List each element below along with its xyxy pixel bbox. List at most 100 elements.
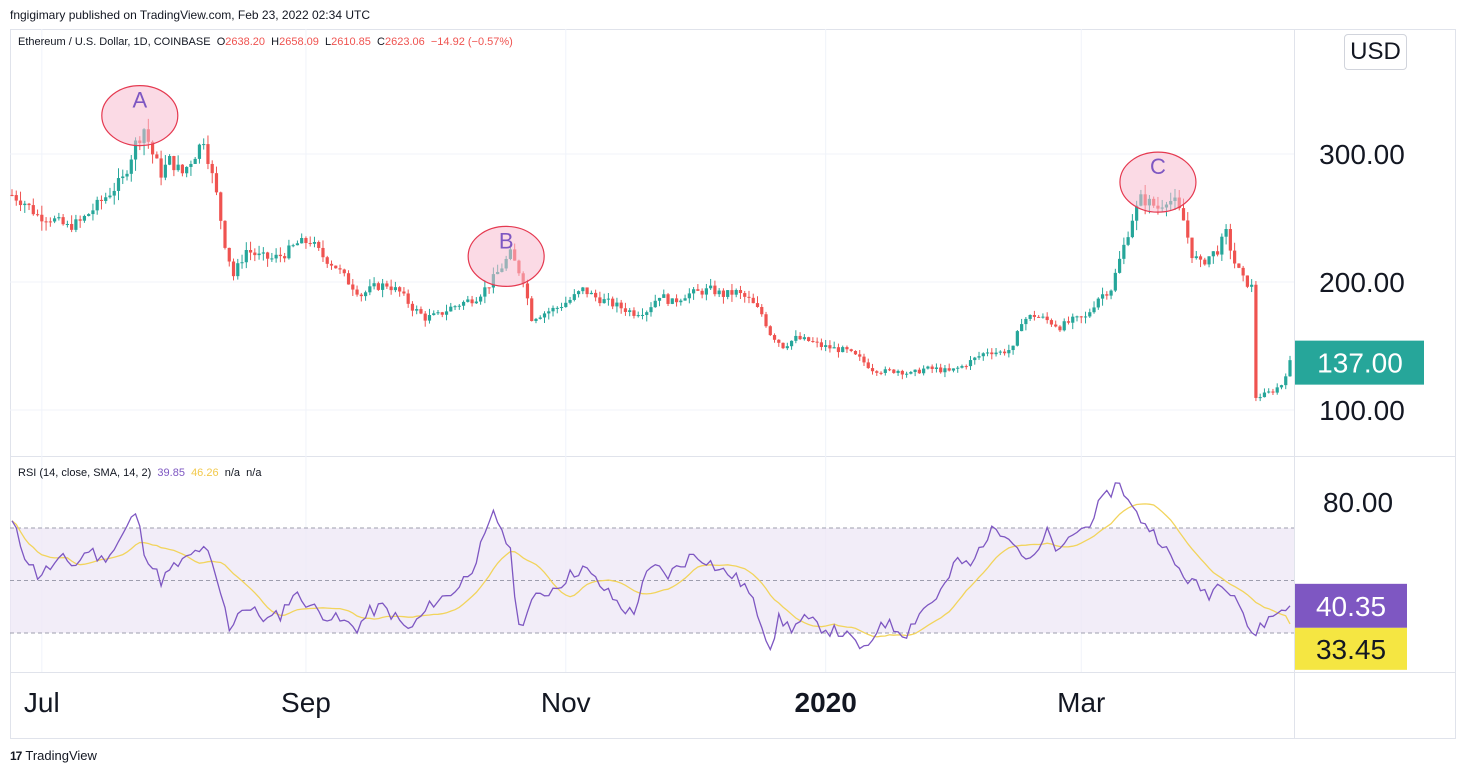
candle-body <box>35 214 40 216</box>
candle-body <box>670 298 674 304</box>
low-value: 2610.85 <box>331 36 371 48</box>
candle-body <box>334 265 338 269</box>
candle-body <box>713 285 717 295</box>
candle-body <box>1211 251 1215 257</box>
tradingview-logo[interactable]: 17 TradingView <box>10 748 97 763</box>
candle-body <box>525 283 530 299</box>
candle-body <box>236 263 240 277</box>
candle-body <box>206 144 210 164</box>
candle-body <box>244 250 248 263</box>
tradingview-mark-icon: 17 <box>10 748 22 763</box>
candle-body <box>623 308 628 312</box>
candle-body <box>900 370 904 375</box>
chart-frame[interactable] <box>10 29 1456 739</box>
candle-body <box>210 163 214 174</box>
candle-body <box>738 290 743 294</box>
candle-body <box>1254 284 1258 398</box>
candle-body <box>172 156 176 171</box>
candle-body <box>180 164 184 174</box>
candle-body <box>747 296 751 298</box>
candle-body <box>875 371 879 373</box>
candle-body <box>112 190 116 196</box>
candle-body <box>129 159 133 174</box>
candle-body <box>257 253 261 256</box>
candle-body <box>896 370 900 373</box>
candle-body <box>266 252 270 259</box>
published-line: fngigimary published on TradingView.com,… <box>10 8 370 22</box>
candle-body <box>1190 237 1194 259</box>
candle-body <box>1011 345 1015 351</box>
time-axis-label: Nov <box>541 687 591 718</box>
candle-body <box>764 314 768 327</box>
candle-body <box>807 337 811 341</box>
candle-body <box>794 335 798 341</box>
candle-body <box>1215 251 1220 255</box>
candle-body <box>836 347 841 353</box>
candle-body <box>295 243 300 246</box>
high-value: 2658.09 <box>279 36 319 48</box>
candle-body <box>376 283 380 290</box>
candle-body <box>176 164 180 171</box>
candle-body <box>781 342 785 349</box>
candle-body <box>909 372 913 374</box>
candle-body <box>466 299 470 302</box>
candle-body <box>1224 229 1228 237</box>
rsi-tick-label: 80.00 <box>1323 487 1393 518</box>
candle-body <box>304 237 308 244</box>
candle-body <box>1228 229 1232 251</box>
candle-body <box>253 252 257 256</box>
candle-body <box>1262 392 1267 398</box>
candle-body <box>1198 256 1203 260</box>
candle-body <box>1113 272 1117 291</box>
candle-body <box>1194 256 1198 259</box>
candle-body <box>1284 376 1288 386</box>
candle-body <box>985 352 990 354</box>
candle-body <box>568 299 572 303</box>
candle-body <box>606 298 610 300</box>
candle-body <box>385 283 389 287</box>
candle-body <box>594 292 598 298</box>
candle-body <box>726 290 730 297</box>
candle-body <box>372 283 376 287</box>
candle-body <box>951 368 956 371</box>
candle-body <box>564 302 568 308</box>
candle-body <box>870 368 875 372</box>
rsi-label[interactable]: RSI (14, close, SMA, 14, 2) <box>18 467 152 479</box>
candle-body <box>1024 318 1028 325</box>
candle-body <box>662 294 666 298</box>
candle-body <box>423 313 427 321</box>
candle-body <box>576 291 581 295</box>
candle-body <box>760 307 764 315</box>
candle-body <box>159 158 163 178</box>
candle-body <box>1258 397 1262 399</box>
candle-body <box>483 287 487 297</box>
candle-body <box>679 300 683 303</box>
candle-body <box>1237 263 1241 268</box>
candle-body <box>1002 351 1007 354</box>
candle-body <box>730 290 734 295</box>
change-value: −14.92 (−0.57%) <box>430 36 513 48</box>
candle-body <box>461 301 466 306</box>
candle-body <box>1118 258 1122 273</box>
candle-body <box>82 215 87 221</box>
candle-body <box>887 369 892 371</box>
rsi-value-badge <box>1295 583 1407 628</box>
candle-body <box>777 339 781 343</box>
candle-body <box>542 313 547 318</box>
currency-button[interactable]: USD <box>1344 34 1407 70</box>
candle-body <box>338 268 342 270</box>
candle-body <box>657 297 662 301</box>
rsi-sma-line <box>11 503 1291 638</box>
candle-body <box>1220 236 1224 255</box>
candle-body <box>977 356 981 358</box>
candle-body <box>824 345 828 347</box>
candle-body <box>410 303 415 311</box>
candle-body <box>1245 275 1249 287</box>
candle-body <box>1092 307 1096 313</box>
candle-body <box>231 261 236 277</box>
candle-body <box>572 294 576 300</box>
symbol-label[interactable]: Ethereum / U.S. Dollar, 1D, COINBASE <box>18 36 211 48</box>
open-value: 2638.20 <box>225 36 266 48</box>
candle-body <box>692 289 696 294</box>
